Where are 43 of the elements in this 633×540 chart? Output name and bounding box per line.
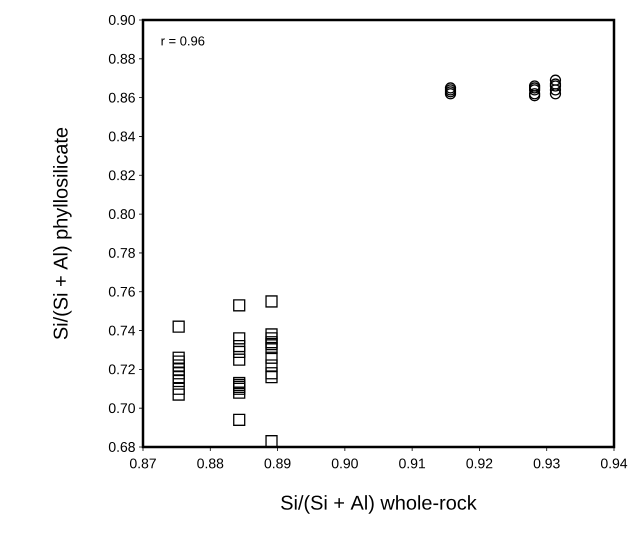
point	[265, 342, 278, 354]
point	[233, 299, 246, 312]
x-axis-title: Si/(Si + Al) whole-rock	[281, 495, 477, 514]
point	[550, 88, 562, 100]
y-tick-label: 0.88	[108, 54, 135, 64]
point	[265, 332, 278, 344]
x-tick-label: 0.91	[399, 458, 426, 468]
point	[265, 352, 278, 364]
point	[265, 359, 278, 372]
y-tick-label: 0.90	[108, 15, 135, 25]
point	[233, 354, 246, 366]
x-tick-label: 0.90	[332, 458, 358, 468]
y-tick-label: 0.84	[108, 132, 136, 142]
point	[265, 328, 278, 341]
point	[265, 367, 278, 380]
x-tick-label: 0.93	[534, 458, 560, 468]
point	[265, 371, 278, 384]
point	[265, 295, 278, 308]
y-tick-label: 0.70	[108, 403, 135, 414]
y-tick-label: 0.82	[108, 170, 135, 180]
annotation: r = 0.96	[162, 36, 204, 46]
y-tick-label: 0.68	[108, 442, 135, 452]
y-tick-label: 0.78	[108, 248, 135, 258]
point	[265, 435, 278, 448]
point	[233, 414, 246, 426]
y-tick-label: 0.86	[108, 92, 135, 103]
point	[550, 74, 562, 86]
y-tick-label: 0.76	[108, 286, 135, 297]
x-tick-label: 0.88	[197, 458, 224, 468]
y-axis-title: Si/(Si + Al) phyllosilicate	[53, 128, 72, 340]
x-tick-label: 0.92	[466, 458, 492, 468]
x-tick-label: 0.94	[600, 458, 628, 468]
point	[233, 340, 246, 352]
y-tick-label: 0.72	[108, 364, 135, 374]
point	[550, 84, 562, 96]
x-tick-label: 0.89	[264, 458, 290, 468]
point	[233, 346, 246, 358]
x-tick-label: 0.87	[130, 458, 156, 468]
point	[233, 332, 246, 344]
y-tick-label: 0.80	[108, 209, 135, 220]
point	[172, 388, 185, 401]
point	[172, 320, 185, 333]
y-tick-label: 0.74	[108, 326, 136, 336]
